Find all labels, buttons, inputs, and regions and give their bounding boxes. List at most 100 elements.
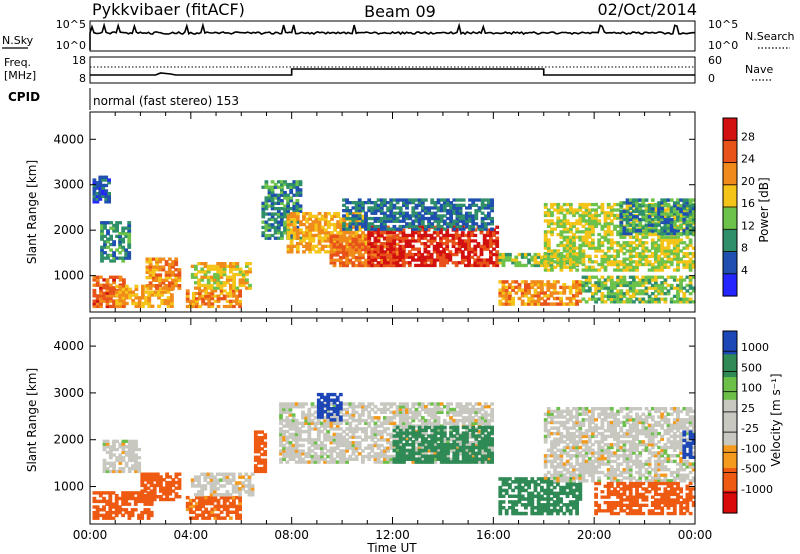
heatmap-cell: [423, 263, 428, 268]
heatmap-cell: [301, 413, 305, 417]
heatmap-cell: [141, 296, 145, 300]
heatmap-cell: [543, 265, 548, 269]
heatmap-cell: [581, 243, 586, 248]
heatmap-cell: [591, 297, 595, 301]
heatmap-cell: [392, 245, 397, 249]
heatmap-cell: [285, 418, 290, 423]
heatmap-cell: [501, 283, 506, 287]
heatmap-cell: [105, 302, 110, 306]
heatmap-cell: [146, 508, 151, 512]
heatmap-cell: [609, 292, 614, 296]
heatmap-cell: [294, 435, 299, 439]
heatmap-cell: [546, 296, 551, 301]
heatmap-cell: [289, 228, 294, 232]
heatmap-cell: [600, 283, 605, 288]
heatmap-cell: [279, 405, 283, 409]
heatmap-cell: [530, 263, 535, 268]
heatmap-cell: [644, 249, 649, 253]
heatmap-cell: [157, 304, 161, 308]
heatmap-cell: [257, 458, 261, 462]
heatmap-cell: [289, 199, 294, 203]
heatmap-cell: [100, 223, 104, 228]
heatmap-cell: [632, 249, 636, 253]
heatmap-cell: [108, 445, 113, 449]
heatmap-cell: [527, 283, 531, 287]
heatmap-cell: [100, 237, 104, 241]
heatmap-cell: [118, 232, 122, 236]
heatmap-cell: [228, 478, 233, 482]
heatmap-cell: [345, 248, 349, 252]
heatmap-cell: [270, 233, 275, 238]
heatmap-cell: [600, 292, 605, 296]
heatmap-cell: [591, 232, 595, 237]
heatmap-cell: [682, 246, 687, 250]
heatmap-cell: [685, 254, 690, 258]
heatmap-cell: [238, 487, 242, 491]
heatmap-cell: [257, 447, 261, 451]
heatmap-cell: [660, 281, 665, 285]
heatmap-cell: [185, 304, 190, 309]
heatmap-cell: [676, 226, 680, 230]
heatmap-cell: [329, 435, 334, 439]
heatmap-cell: [546, 283, 551, 287]
heatmap-cell: [426, 252, 431, 257]
heatmap-cell: [197, 281, 201, 285]
heatmap-cell: [121, 496, 125, 501]
heatmap-cell: [613, 262, 617, 267]
heatmap-cell: [420, 242, 425, 246]
heatmap-cell: [420, 452, 425, 456]
heatmap-cell: [245, 272, 249, 277]
heatmap-cell: [439, 242, 443, 246]
heatmap-cell: [134, 287, 139, 291]
heatmap-cell: [635, 206, 639, 211]
heatmap-cell: [261, 231, 266, 235]
heatmap-cell: [543, 246, 548, 250]
heatmap-cell: [688, 257, 693, 261]
heatmap-cell: [317, 225, 322, 229]
heatmap-cell: [584, 219, 589, 223]
heatmap-cell: [426, 263, 431, 268]
heatmap-cell: [408, 421, 413, 425]
heatmap-cell: [430, 216, 435, 221]
heatmap-cell: [285, 438, 290, 442]
heatmap-cell: [332, 427, 337, 431]
heatmap-cell: [543, 291, 547, 295]
heatmap-cell: [408, 214, 413, 218]
heatmap-cell: [108, 508, 113, 512]
heatmap-cell: [298, 429, 302, 434]
heatmap-cell: [376, 452, 381, 456]
heatmap-cell: [197, 286, 201, 290]
heatmap-cell: [411, 233, 415, 238]
heatmap-cell: [165, 472, 169, 476]
heatmap-cell: [581, 238, 586, 242]
heatmap-cell: [345, 413, 349, 417]
heatmap-cell: [562, 261, 567, 265]
heatmap-cell: [206, 286, 211, 290]
heatmap-cell: [361, 263, 365, 268]
heatmap-cell: [395, 219, 400, 223]
heatmap-cell: [616, 265, 620, 269]
heatmap-cell: [575, 294, 579, 298]
heatmap-cell: [219, 493, 223, 497]
heatmap-cell: [663, 208, 668, 212]
heatmap-cell: [669, 260, 674, 264]
heatmap-cell: [133, 502, 138, 506]
heatmap-cell: [95, 280, 100, 285]
heatmap-cell: [476, 258, 481, 262]
heatmap-cell: [504, 296, 509, 301]
heatmap-cell: [517, 261, 522, 265]
heatmap-cell: [482, 244, 487, 248]
heatmap-cell: [616, 241, 620, 245]
heatmap-cell: [219, 275, 224, 279]
heatmap-cell: [473, 252, 478, 257]
heatmap-cell: [688, 217, 693, 222]
heatmap-cell: [688, 283, 693, 288]
heatmap-cell: [467, 263, 471, 268]
heatmap-cell: [329, 446, 334, 450]
heatmap-cell: [323, 228, 328, 232]
heatmap-cell: [427, 222, 431, 226]
heatmap-cell: [323, 438, 327, 442]
heatmap-cell: [133, 508, 138, 512]
heatmap-cell: [357, 446, 362, 450]
heatmap-cell: [216, 294, 221, 298]
